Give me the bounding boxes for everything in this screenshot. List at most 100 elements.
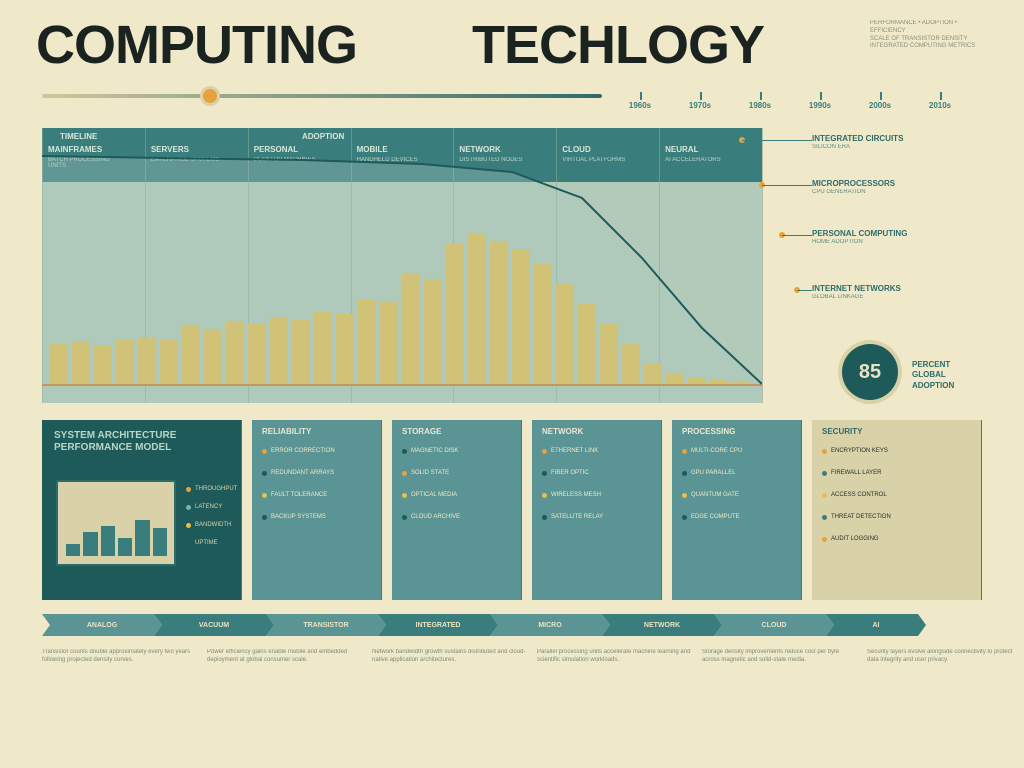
panel-bullet-label: REDUNDANT ARRAYS [271, 470, 334, 478]
timeline-segment[interactable]: INTEGRATED [378, 614, 498, 636]
panel-bullet: ERROR CORRECTION [262, 448, 372, 456]
panel-bullet: EDGE COMPUTE [682, 514, 792, 522]
bullet-dot-icon [262, 515, 267, 520]
panel-bullet-label: SATELLITE RELAY [551, 514, 603, 522]
panel-bullet: ETHERNET LINK [542, 448, 652, 456]
callout-leader [797, 290, 812, 291]
bullet-dot-icon [542, 515, 547, 520]
info-panel: NETWORKETHERNET LINKFIBER OPTICWIRELESS … [532, 420, 662, 600]
timeline-segment[interactable]: AI [826, 614, 926, 636]
mini-screen-bar [66, 544, 80, 556]
panel-bullet: QUANTUM GATE [682, 492, 792, 500]
panel-title: PROCESSING [682, 428, 735, 437]
panel-bullet-label: THREAT DETECTION [831, 514, 891, 522]
panel-bullet: REDUNDANT ARRAYS [262, 470, 372, 478]
timeline-segment[interactable]: MICRO [490, 614, 610, 636]
timeline-segment[interactable]: VACUUM [154, 614, 274, 636]
panel-bullet: FAULT TOLERANCE [262, 492, 372, 500]
panel-bullet: AUDIT LOGGING [822, 536, 972, 544]
panel-bullet: WIRELESS MESH [542, 492, 652, 500]
panel-bullet-label: AUDIT LOGGING [831, 536, 879, 544]
footer-column: Security layers evolve alongside connect… [867, 648, 1022, 665]
slider-tick-label: 1970s [670, 102, 730, 110]
timeline-segment[interactable]: ANALOG [42, 614, 162, 636]
mini-screen-bar [135, 520, 149, 556]
badge-side-line: PERCENT [912, 360, 954, 370]
panel-title: RELIABILITY [262, 428, 311, 437]
slider-tick-label: 1990s [790, 102, 850, 110]
mini-screen-bar [118, 538, 132, 556]
panel-bullet-label: OPTICAL MEDIA [411, 492, 457, 500]
panel-bullet-label: ENCRYPTION KEYS [831, 448, 888, 456]
panel-bullet-label: ERROR CORRECTION [271, 448, 335, 456]
panel-bullet-label: ETHERNET LINK [551, 448, 598, 456]
panel-title-line: SYSTEM ARCHITECTURE [54, 430, 230, 442]
panel-bullet: SOLID STATE [402, 470, 512, 478]
slider-track[interactable] [42, 94, 602, 98]
panel-bullet: ACCESS CONTROL [822, 492, 972, 500]
bullet-dot-icon [186, 523, 191, 528]
info-panel: SECURITYENCRYPTION KEYSFIREWALL LAYERACC… [812, 420, 982, 600]
panel-bullet: GPU PARALLEL [682, 470, 792, 478]
title-word-1: COMPUTING [36, 14, 357, 76]
info-panel: RELIABILITY ERROR CORRECTION REDUNDANT ARR… [252, 420, 382, 600]
slider-tick-label: 2010s [910, 102, 970, 110]
callout-sub: CPU GENERATION [812, 189, 992, 197]
bullet-dot-icon [682, 515, 687, 520]
bullet-dot-icon [682, 449, 687, 454]
footer-column: Transistor counts double approximately e… [42, 648, 197, 665]
slider-tick-label: 2000s [850, 102, 910, 110]
badge-side-line: ADOPTION [912, 381, 954, 391]
timeline-segment[interactable]: TRANSISTOR [266, 614, 386, 636]
bullet-dot-icon [682, 493, 687, 498]
bullet-dot-icon [402, 449, 407, 454]
panel-stat: UPTIME [186, 540, 246, 548]
panel-bullet: MAGNETIC DISK [402, 448, 512, 456]
panel-bullet-label: ACCESS CONTROL [831, 492, 887, 500]
callout-sub: GLOBAL LINKAGE [812, 294, 992, 302]
panel-bullet: BACKUP SYSTEMS [262, 514, 372, 522]
panel-bullet: CLOUD ARCHIVE [402, 514, 512, 522]
info-panel: SYSTEM ARCHITECTUREPERFORMANCE MODELTHRO… [42, 420, 242, 600]
callout-label: PERSONAL COMPUTINGHOME ADOPTION [812, 229, 992, 247]
footer-column: Parallel processing units accelerate mac… [537, 648, 692, 665]
panel-bullet-label: MAGNETIC DISK [411, 448, 458, 456]
bullet-dot-icon [682, 471, 687, 476]
info-panel: STORAGEMAGNETIC DISKSOLID STATEOPTICAL M… [392, 420, 522, 600]
bullet-dot-icon [822, 449, 827, 454]
timeline-segment[interactable]: CLOUD [714, 614, 834, 636]
callout-leader [782, 235, 812, 236]
mini-screen [56, 480, 176, 566]
bullet-dot-icon [822, 471, 827, 476]
bullet-dot-icon [186, 487, 191, 492]
chart-col-divider [762, 128, 763, 403]
slider-tick-label: 1980s [730, 102, 790, 110]
bullet-dot-icon [262, 449, 267, 454]
panel-title: SYSTEM ARCHITECTUREPERFORMANCE MODEL [54, 430, 230, 454]
corner-meta-line: SCALE OF TRANSISTOR DENSITY [870, 36, 990, 44]
mini-screen-bar [101, 526, 115, 556]
panel-bullet-label: SOLID STATE [411, 470, 449, 478]
bullet-dot-icon [822, 537, 827, 542]
panel-bullet-label: WIRELESS MESH [551, 492, 601, 500]
bullet-dot-icon [402, 515, 407, 520]
timeline-segment[interactable]: NETWORK [602, 614, 722, 636]
main-chart: TIMELINEADOPTIONMAINFRAMESBATCH PROCESSI… [42, 128, 762, 403]
bullet-dot-icon [822, 493, 827, 498]
panel-title-line: PERFORMANCE MODEL [54, 442, 230, 454]
callout-leader [742, 140, 812, 141]
panel-bullet: ENCRYPTION KEYS [822, 448, 972, 456]
panel-bullet: SATELLITE RELAY [542, 514, 652, 522]
footer-column: Power efficiency gains enable mobile and… [207, 648, 362, 665]
chart-curve-svg [42, 128, 762, 403]
panel-bullet: OPTICAL MEDIA [402, 492, 512, 500]
panel-bullet: FIBER OPTIC [542, 470, 652, 478]
mini-screen-bar [83, 532, 97, 556]
slider-tick [760, 92, 762, 100]
panel-stat-label: UPTIME [195, 540, 218, 548]
bullet-dot-icon [542, 471, 547, 476]
callout-label: MICROPROCESSORSCPU GENERATION [812, 179, 992, 197]
bullet-dot-icon [402, 493, 407, 498]
panel-title: SECURITY [822, 428, 862, 437]
slider-thumb[interactable] [200, 86, 220, 106]
